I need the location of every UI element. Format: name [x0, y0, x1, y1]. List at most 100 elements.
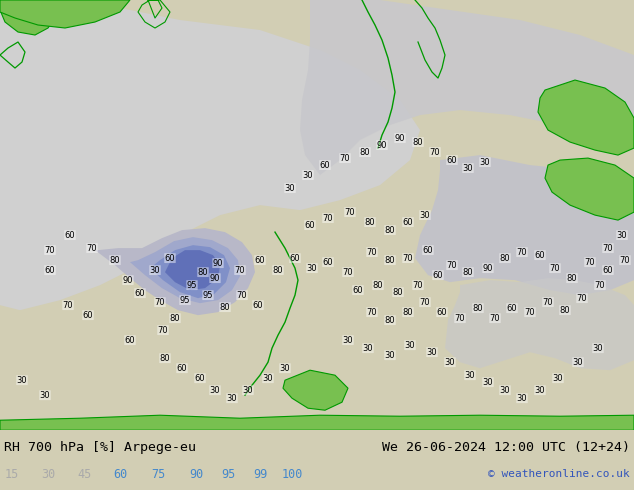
Polygon shape: [0, 0, 55, 35]
Text: 30: 30: [307, 264, 317, 272]
Text: 70: 70: [44, 245, 55, 255]
Polygon shape: [150, 245, 230, 298]
Text: 70: 70: [155, 297, 165, 307]
Text: 60: 60: [305, 220, 315, 230]
Text: 30: 30: [500, 386, 510, 395]
Polygon shape: [415, 155, 634, 295]
Text: 60: 60: [195, 374, 205, 383]
Polygon shape: [0, 415, 634, 430]
Text: 70: 70: [585, 258, 595, 267]
Text: 60: 60: [44, 266, 55, 274]
Text: 60: 60: [423, 245, 433, 255]
Text: 60: 60: [134, 289, 145, 297]
Text: 30: 30: [150, 266, 160, 274]
Text: 30: 30: [480, 158, 490, 167]
Text: 80: 80: [567, 273, 578, 283]
Text: 80: 80: [403, 308, 413, 317]
Text: 70: 70: [430, 147, 440, 157]
Text: 100: 100: [281, 467, 302, 481]
Text: 30: 30: [280, 364, 290, 373]
Text: 80: 80: [413, 138, 424, 147]
Text: 60: 60: [255, 256, 265, 265]
Text: 30: 30: [517, 393, 527, 403]
Text: 80: 80: [365, 218, 375, 226]
Text: 95: 95: [187, 281, 197, 290]
Text: 30: 30: [302, 171, 313, 180]
Text: 99: 99: [253, 467, 267, 481]
Text: 80: 80: [160, 354, 171, 363]
Text: 60: 60: [447, 156, 457, 165]
Text: 95: 95: [180, 295, 190, 305]
Text: 30: 30: [444, 358, 455, 367]
Text: 70: 70: [158, 326, 168, 335]
Text: 30: 30: [285, 184, 295, 193]
Text: 60: 60: [113, 467, 127, 481]
Text: 30: 30: [573, 358, 583, 367]
Text: 70: 70: [323, 214, 333, 222]
Text: 80: 80: [385, 225, 396, 235]
Text: 30: 30: [385, 351, 396, 360]
Polygon shape: [283, 370, 348, 410]
Text: 70: 70: [63, 301, 74, 310]
Text: 80: 80: [463, 268, 474, 277]
Text: 60: 60: [177, 364, 187, 373]
Text: 60: 60: [432, 270, 443, 280]
Polygon shape: [95, 228, 255, 315]
Text: 75: 75: [151, 467, 165, 481]
Text: 90: 90: [189, 467, 203, 481]
Text: 90: 90: [210, 273, 220, 283]
Polygon shape: [0, 0, 130, 28]
Text: 30: 30: [427, 348, 437, 357]
Text: 30: 30: [40, 391, 50, 400]
Text: 80: 80: [500, 254, 510, 263]
Text: 90: 90: [377, 141, 387, 149]
Text: 60: 60: [323, 258, 333, 267]
Polygon shape: [300, 0, 634, 175]
Text: 30: 30: [534, 386, 545, 395]
Text: 60: 60: [165, 254, 176, 263]
Text: 80: 80: [385, 316, 396, 325]
Text: 70: 70: [236, 291, 247, 300]
Text: 70: 70: [340, 153, 351, 163]
Text: 80: 80: [273, 266, 283, 274]
Text: 30: 30: [262, 374, 273, 383]
Text: 80: 80: [560, 306, 571, 315]
Text: 90: 90: [123, 276, 133, 285]
Text: 60: 60: [437, 308, 448, 317]
Text: 45: 45: [77, 467, 91, 481]
Text: 80: 80: [198, 268, 209, 277]
Text: 30: 30: [553, 374, 564, 383]
Text: 30: 30: [210, 386, 220, 395]
Text: 30: 30: [465, 371, 476, 380]
Text: 80: 80: [359, 147, 370, 157]
Text: 60: 60: [125, 336, 135, 344]
Text: 70: 70: [603, 244, 613, 253]
Text: 30: 30: [420, 211, 430, 220]
Text: 15: 15: [5, 467, 19, 481]
Text: 60: 60: [534, 250, 545, 260]
Text: 30: 30: [343, 336, 353, 344]
Text: 95: 95: [203, 291, 213, 300]
Text: 80: 80: [110, 256, 120, 265]
Text: 60: 60: [290, 254, 301, 263]
Text: 80: 80: [220, 303, 230, 312]
Text: 70: 70: [577, 294, 587, 303]
Text: 70: 70: [345, 208, 355, 217]
Text: 70: 70: [366, 308, 377, 317]
Text: 70: 70: [525, 308, 535, 317]
Text: 30: 30: [41, 467, 55, 481]
Text: 70: 70: [543, 297, 553, 307]
Text: 60: 60: [353, 286, 363, 294]
Text: 30: 30: [482, 378, 493, 387]
Text: 70: 70: [235, 266, 245, 274]
Polygon shape: [0, 0, 420, 310]
Text: 80: 80: [170, 314, 180, 322]
Text: 30: 30: [363, 343, 373, 353]
Text: 70: 70: [87, 244, 97, 253]
Text: 60: 60: [403, 218, 413, 226]
Text: 90: 90: [482, 264, 493, 272]
Text: We 26-06-2024 12:00 UTC (12+24): We 26-06-2024 12:00 UTC (12+24): [382, 441, 630, 454]
Text: 60: 60: [507, 304, 517, 313]
Text: © weatheronline.co.uk: © weatheronline.co.uk: [488, 469, 630, 479]
Text: 70: 70: [420, 297, 430, 307]
